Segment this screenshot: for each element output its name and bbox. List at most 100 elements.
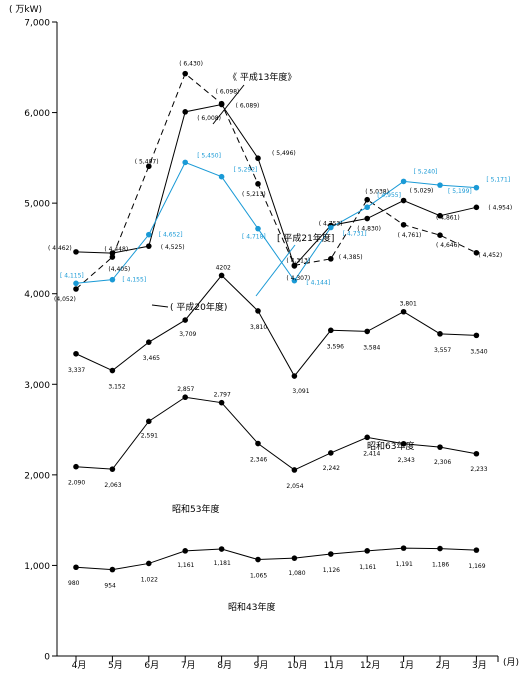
data-label-4: 2,797 bbox=[214, 392, 231, 399]
data-point-1 bbox=[218, 101, 225, 108]
series-line-3 bbox=[75, 274, 477, 377]
y-tick-label: 2,000 bbox=[24, 471, 50, 481]
x-tick-label: 10月 bbox=[287, 660, 307, 671]
data-label-3: 3,091 bbox=[292, 388, 309, 395]
data-label-3: 3,337 bbox=[68, 367, 85, 374]
data-label-5: 1,161 bbox=[359, 564, 376, 571]
data-point-4 bbox=[109, 466, 116, 472]
data-point-1 bbox=[473, 204, 480, 211]
y-tick-label: 6,000 bbox=[24, 109, 50, 119]
y-tick-label: 7,000 bbox=[24, 19, 50, 29]
data-label-4: 2,242 bbox=[323, 465, 340, 472]
data-point-0 bbox=[364, 196, 371, 203]
x-tick-label: 5月 bbox=[108, 660, 123, 671]
data-label-1: ( 4,830) bbox=[357, 226, 381, 233]
data-point-0 bbox=[400, 221, 407, 228]
data-point-4 bbox=[328, 450, 334, 456]
data-point-5 bbox=[437, 545, 443, 552]
data-label-3: 3,709 bbox=[179, 331, 196, 338]
data-point-1 bbox=[255, 155, 261, 162]
data-label-0: (4,405) bbox=[108, 266, 130, 273]
x-tick-label: 9月 bbox=[254, 660, 269, 671]
data-label-5: 1,181 bbox=[214, 560, 231, 567]
data-point-4 bbox=[73, 463, 79, 470]
x-unit-label: (月) bbox=[503, 657, 519, 668]
data-point-2 bbox=[73, 280, 79, 287]
data-label-5: 980 bbox=[68, 580, 80, 587]
data-label-2: [ 4,652] bbox=[159, 232, 183, 239]
data-label-4: 2,343 bbox=[398, 457, 415, 464]
data-point-3 bbox=[146, 339, 152, 345]
x-tick-label: 12月 bbox=[360, 660, 380, 671]
series-name-leader-0 bbox=[212, 84, 245, 125]
data-point-5 bbox=[328, 551, 334, 557]
data-label-4: 2,063 bbox=[104, 482, 121, 489]
series-line-2 bbox=[75, 161, 477, 284]
data-label-0: ( 4,646) bbox=[436, 242, 460, 249]
data-point-3 bbox=[473, 332, 480, 339]
x-tick-label: 7月 bbox=[181, 660, 196, 671]
data-label-3: 3,557 bbox=[434, 347, 451, 354]
data-point-0 bbox=[109, 254, 116, 260]
data-label-4: 2,857 bbox=[177, 386, 194, 393]
data-point-3 bbox=[218, 272, 225, 279]
data-label-2: [ 4,955] bbox=[377, 192, 401, 199]
data-label-0: ( 4,313) bbox=[286, 257, 310, 264]
series-name-2: [ 平成21年度] bbox=[277, 232, 334, 244]
data-point-0 bbox=[473, 249, 480, 256]
data-label-5: 954 bbox=[104, 583, 116, 590]
data-point-2 bbox=[364, 204, 371, 211]
series-line-0 bbox=[75, 72, 477, 290]
data-label-3: 3,801 bbox=[400, 301, 417, 308]
data-point-0 bbox=[328, 256, 334, 262]
data-label-4: 2,090 bbox=[68, 480, 85, 487]
data-point-5 bbox=[182, 548, 188, 554]
data-point-3 bbox=[437, 331, 443, 337]
data-label-0: ( 5,213) bbox=[242, 191, 266, 198]
data-label-0: ( 6,430) bbox=[179, 61, 203, 68]
data-point-4 bbox=[218, 399, 225, 406]
data-point-5 bbox=[473, 547, 480, 553]
data-point-1 bbox=[182, 109, 188, 115]
data-point-3 bbox=[400, 308, 407, 315]
data-point-4 bbox=[364, 434, 371, 441]
data-point-3 bbox=[328, 327, 334, 334]
x-tick-label: 1月 bbox=[399, 660, 414, 671]
data-point-2 bbox=[291, 277, 298, 284]
data-point-2 bbox=[400, 178, 407, 185]
series-name-4: 昭和53年度 bbox=[172, 503, 219, 515]
data-label-1: ( 4,861) bbox=[436, 215, 460, 222]
data-label-5: 1,022 bbox=[141, 576, 158, 583]
data-label-2: [ 4,144] bbox=[306, 280, 330, 287]
series-name-3: 昭和63年度 bbox=[367, 440, 414, 452]
series-name-leader-1 bbox=[151, 304, 169, 308]
y-tick-label: 4,000 bbox=[24, 290, 50, 300]
y-tick-label: 3,000 bbox=[24, 381, 50, 391]
data-label-0: ( 4,385) bbox=[339, 254, 363, 261]
y-unit-label: ( 万kW) bbox=[9, 5, 42, 15]
data-point-0 bbox=[437, 232, 443, 239]
data-point-5 bbox=[364, 548, 371, 554]
series-name-5: 昭和43年度 bbox=[228, 601, 275, 613]
data-label-5: 1,065 bbox=[250, 573, 267, 580]
data-label-3: 3,540 bbox=[470, 348, 487, 355]
data-point-4 bbox=[473, 450, 480, 457]
data-label-1: ( 6,089) bbox=[236, 103, 260, 110]
data-label-4: 2,346 bbox=[250, 457, 267, 464]
data-point-2 bbox=[473, 184, 480, 191]
data-label-2: [ 5,450] bbox=[197, 152, 221, 159]
series-name-leader-2 bbox=[255, 244, 296, 297]
x-tick-label: 3月 bbox=[472, 660, 487, 671]
series-name-0: 《 平成13年度》 bbox=[228, 71, 296, 83]
data-point-5 bbox=[146, 560, 152, 567]
data-point-5 bbox=[400, 545, 407, 551]
data-point-0 bbox=[255, 181, 261, 187]
data-point-3 bbox=[364, 328, 371, 335]
data-point-3 bbox=[109, 367, 116, 374]
data-label-4: 2,233 bbox=[470, 466, 487, 473]
data-label-4: 2,054 bbox=[286, 483, 303, 490]
data-point-0 bbox=[182, 70, 188, 77]
data-label-2: [ 5,199] bbox=[448, 188, 472, 195]
data-point-2 bbox=[255, 225, 261, 232]
data-point-2 bbox=[109, 276, 116, 283]
